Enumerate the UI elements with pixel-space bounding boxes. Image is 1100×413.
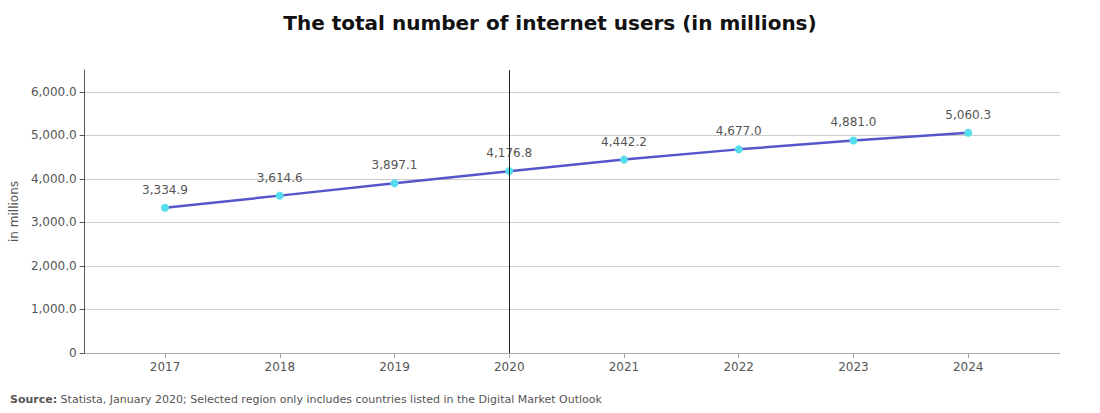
svg-text:The total number of internet u: The total number of internet users (in m…	[283, 11, 816, 35]
svg-text:4,442.2: 4,442.2	[601, 135, 647, 149]
svg-text:6,000.0: 6,000.0	[31, 85, 77, 99]
svg-text:0: 0	[69, 346, 77, 360]
svg-text:3,614.6: 3,614.6	[257, 171, 303, 185]
svg-text:4,000.0: 4,000.0	[31, 172, 77, 186]
svg-text:4,176.8: 4,176.8	[486, 146, 533, 161]
svg-text:2,000.0: 2,000.0	[31, 259, 77, 273]
svg-text:Statista, January 2020; Select: Statista, January 2020; Selected region …	[57, 393, 602, 406]
svg-text:Source:: Source:	[10, 393, 57, 406]
svg-text:3,000.0: 3,000.0	[31, 215, 77, 229]
svg-text:2022: 2022	[723, 360, 754, 374]
svg-text:2018: 2018	[264, 360, 295, 374]
svg-text:1,000.0: 1,000.0	[31, 302, 77, 316]
svg-text:2024: 2024	[953, 360, 984, 374]
svg-text:3,897.1: 3,897.1	[372, 158, 418, 172]
svg-text:5,060.3: 5,060.3	[945, 108, 991, 122]
svg-text:2019: 2019	[379, 360, 410, 374]
svg-text:3,334.9: 3,334.9	[142, 183, 188, 197]
svg-text:4,881.0: 4,881.0	[831, 115, 877, 129]
svg-text:4,677.0: 4,677.0	[716, 124, 762, 138]
svg-text:5,000.0: 5,000.0	[31, 128, 77, 142]
svg-text:2017: 2017	[150, 360, 181, 374]
svg-text:in millions: in millions	[7, 181, 21, 242]
svg-text:2020: 2020	[494, 360, 525, 374]
svg-text:2021: 2021	[609, 360, 640, 374]
svg-text:2023: 2023	[838, 360, 869, 374]
